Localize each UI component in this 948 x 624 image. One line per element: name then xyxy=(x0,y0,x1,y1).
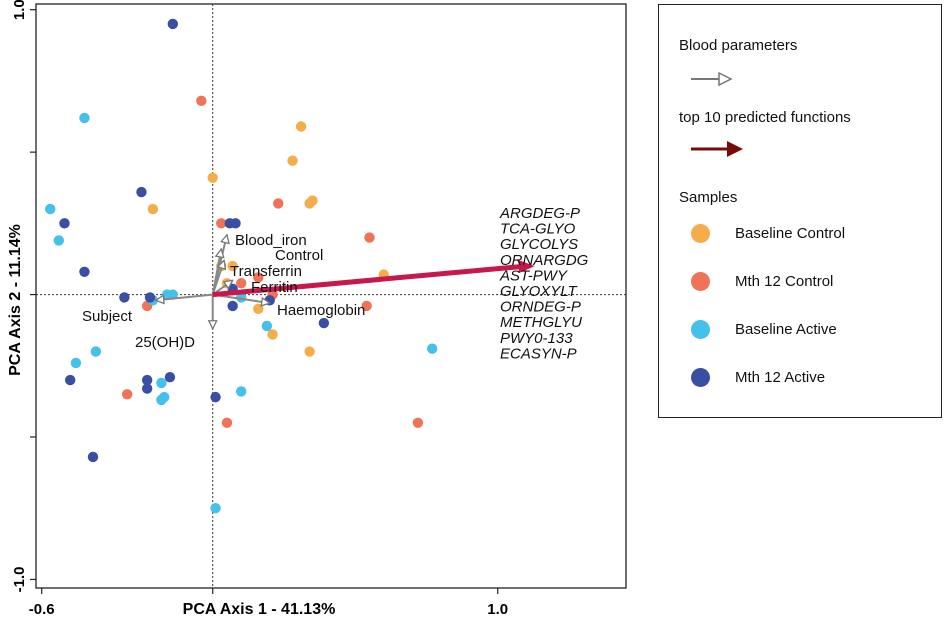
point-mth-12-active xyxy=(318,317,330,329)
point-baseline-active xyxy=(90,346,102,357)
legend-item-mth12-active: Mth 12 Active xyxy=(691,365,825,389)
legend-label: Baseline Active xyxy=(735,320,837,338)
point-mth-12-control xyxy=(364,232,375,243)
point-mth-12-control xyxy=(253,272,264,283)
point-baseline-control xyxy=(287,155,298,166)
point-mth-12-active xyxy=(65,374,76,386)
legend-samples-title: Samples xyxy=(679,189,738,206)
point-mth-12-active xyxy=(141,374,153,386)
function-label: GLYOXYLT xyxy=(500,283,579,300)
vector-arrow xyxy=(211,249,222,295)
point-baseline-control xyxy=(253,303,264,315)
point-baseline-control xyxy=(267,329,278,340)
function-label: GLYCOLYS xyxy=(500,236,578,253)
point-mth-12-active xyxy=(227,300,238,312)
point-mth-12-active xyxy=(167,18,179,30)
vector-label: Control xyxy=(275,247,323,264)
vector-label: 25(OH)D xyxy=(135,334,195,351)
point-baseline-active xyxy=(426,343,438,354)
y-tick-label: 1.0 xyxy=(11,0,28,20)
function-label: ARGDEG-P xyxy=(499,205,580,222)
point-baseline-active xyxy=(236,386,247,397)
vector-arrow xyxy=(211,260,224,295)
point-baseline-active xyxy=(261,320,273,332)
point-mth-12-active xyxy=(59,218,70,229)
point-mth-12-control xyxy=(122,389,133,400)
legend-swatch xyxy=(691,319,710,339)
point-baseline-active xyxy=(70,357,82,369)
function-label: METHGLYU xyxy=(500,314,582,331)
point-baseline-active xyxy=(210,503,221,514)
y-axis-label: PCA Axis 2 - 11.14% xyxy=(7,224,24,376)
vector-label: Haemoglobin xyxy=(277,302,365,319)
legend: Blood parameters top 10 predicted functi… xyxy=(658,4,942,418)
point-mth-12-active xyxy=(230,218,241,229)
point-mth-12-control xyxy=(236,277,247,289)
point-mth-12-control xyxy=(216,218,227,229)
point-mth-12-active xyxy=(210,391,221,403)
point-baseline-control xyxy=(304,346,315,357)
point-mth-12-control xyxy=(196,95,207,107)
vector-label: Transferrin xyxy=(230,263,302,280)
legend-label: Mth 12 Active xyxy=(735,368,826,386)
point-mth-12-active xyxy=(79,266,90,277)
point-mth-12-control xyxy=(273,198,284,209)
point-baseline-active xyxy=(156,377,167,389)
point-baseline-active xyxy=(53,235,65,246)
legend-functions-arrow-icon xyxy=(691,141,743,157)
point-mth-12-control xyxy=(221,417,233,428)
point-mth-12-active xyxy=(119,292,130,303)
vector-arrow xyxy=(156,293,213,301)
legend-label: Mth 12 Control xyxy=(735,272,834,290)
point-baseline-control xyxy=(304,198,315,209)
legend-swatch xyxy=(691,223,710,243)
legend-item-baseline-active: Baseline Active xyxy=(691,317,837,341)
point-mth-12-active xyxy=(264,295,275,306)
legend-blood-arrow-icon xyxy=(691,71,733,87)
legend-functions-title: top 10 predicted functions xyxy=(679,109,851,126)
legend-blood-parameters-title: Blood parameters xyxy=(679,37,798,54)
legend-item-baseline-control: Baseline Control xyxy=(691,221,845,245)
point-baseline-control xyxy=(295,121,307,132)
function-label: ORNDEG-P xyxy=(500,299,581,316)
point-baseline-control xyxy=(227,260,238,272)
legend-item-mth12-control: Mth 12 Control xyxy=(691,269,833,293)
function-vector xyxy=(212,264,522,298)
vector-label: Ferritin xyxy=(251,279,298,296)
point-baseline-control xyxy=(207,172,218,183)
function-label: ORNARGDG xyxy=(500,252,589,269)
point-mth-12-active xyxy=(164,371,176,383)
x-tick-label: 1.0 xyxy=(487,601,508,618)
function-label: ECASYN-P xyxy=(500,345,577,362)
point-baseline-active xyxy=(79,112,90,124)
point-mth-12-active xyxy=(136,186,147,198)
plot-frame xyxy=(35,3,627,589)
point-baseline-active xyxy=(45,203,56,215)
y-tick-label: -1.0 xyxy=(11,567,28,593)
function-label: TCA-GLYO xyxy=(500,221,576,238)
point-mth-12-control xyxy=(412,417,424,428)
function-vector-head xyxy=(518,260,535,274)
vector-label: Subject xyxy=(82,308,133,325)
point-baseline-control xyxy=(147,203,159,215)
function-label: PWY0-133 xyxy=(500,330,573,347)
vector-label: Blood_iron xyxy=(235,232,307,249)
function-label: AST-PWY xyxy=(499,267,568,284)
point-baseline-active xyxy=(167,289,179,300)
point-baseline-active xyxy=(156,394,167,406)
legend-label: Baseline Control xyxy=(735,224,846,242)
point-mth-12-active xyxy=(87,451,99,463)
x-tick-label: -0.6 xyxy=(29,601,55,618)
legend-swatch xyxy=(691,271,710,291)
point-mth-12-active xyxy=(144,292,156,303)
x-axis-label: PCA Axis 1 - 41.13% xyxy=(183,601,336,618)
legend-swatch xyxy=(691,367,710,387)
point-mth-12-active xyxy=(141,383,153,394)
point-mth-12-control xyxy=(361,300,372,312)
